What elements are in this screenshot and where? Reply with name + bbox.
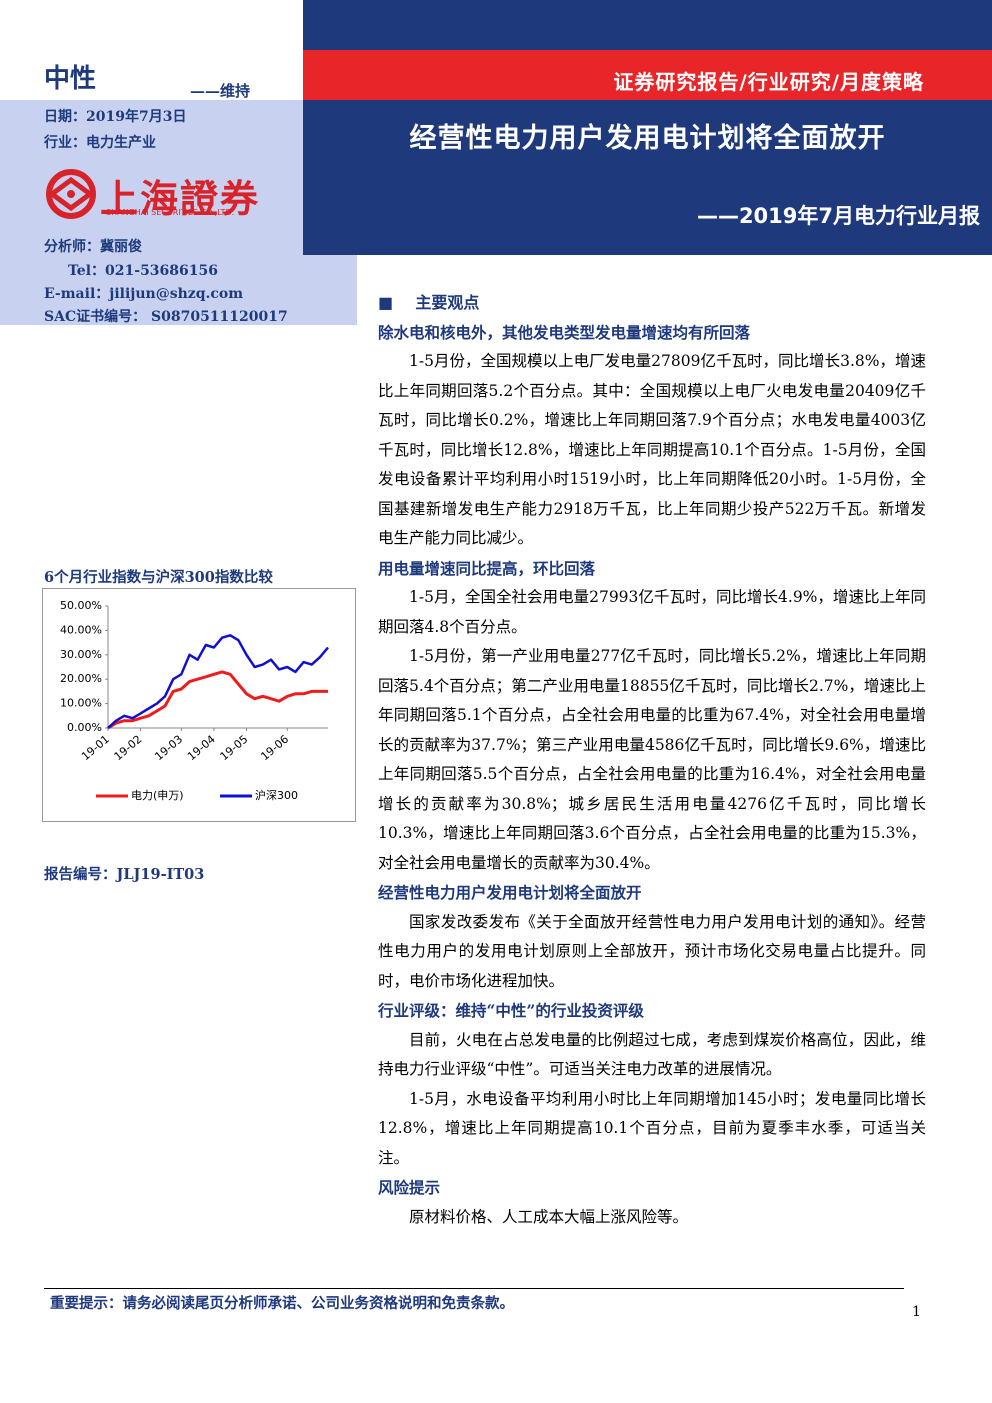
report-subtitle: ——2019年7月电力行业月报 — [696, 204, 980, 228]
info-panel — [0, 255, 357, 325]
block-heading: 经营性电力用户发用电计划将全面放开 — [378, 883, 642, 902]
date: 日期：2019年7月3日 — [44, 109, 187, 125]
info-panel — [0, 100, 303, 255]
analyst: 分析师：冀丽俊 — [44, 239, 142, 255]
footer-rule — [44, 1288, 904, 1289]
tel: Tel：021-53686156 — [68, 263, 219, 279]
y-tick-label: 50.00% — [60, 599, 102, 612]
series-line — [107, 670, 328, 730]
y-tick-label: 0.00% — [67, 721, 102, 734]
legend-label: 电力(申万) — [131, 789, 184, 802]
rating: 中性 — [44, 64, 97, 94]
industry: 行业：电力生产业 — [44, 135, 156, 151]
sac-number: SAC证书编号： S0870511120017 — [44, 309, 288, 325]
y-tick-label: 20.00% — [60, 672, 102, 685]
paragraph: 目前，火电在占总发电量的比例超过七成，考虑到煤炭价格高位，因此，维持电力行业评级… — [378, 1030, 926, 1079]
chart: 0.00%10.00%20.00%30.00%40.00%50.00%19-01… — [42, 588, 356, 822]
chart-title: 6个月行业指数与沪深300指数比较 — [44, 569, 273, 586]
logo-en: SHANGHAI SECURITIES CO.,LTD. — [106, 208, 235, 217]
logo-mark — [46, 169, 96, 219]
series-line — [107, 634, 329, 729]
page-number: 1 — [912, 1304, 921, 1320]
y-tick-label: 40.00% — [60, 623, 102, 636]
paragraph: 1-5月，全国全社会用电量27993亿千瓦时，同比增长4.9%，增速比上年同期回… — [378, 588, 926, 636]
block-heading: 行业评级：维持“中性”的行业投资评级 — [378, 1001, 644, 1020]
report-title: 经营性电力用户发用电计划将全面放开 — [409, 123, 886, 154]
title-box — [303, 100, 992, 255]
legend-label: 沪深300 — [255, 788, 298, 802]
chart-frame — [42, 588, 356, 822]
header-bar — [303, 0, 992, 50]
footer-notice: 重要提示：请务必阅读尾页分析师承诺、公司业务资格说明和免责条款。 — [50, 1295, 514, 1312]
block-heading: 除水电和核电外，其他发电类型发电量增速均有所回落 — [378, 322, 751, 342]
rating-note: ——维持 — [190, 82, 251, 100]
section-heading: ■ 主要观点 — [378, 293, 480, 312]
main-text: ■ 主要观点 除水电和核电外，其他发电类型发电量增速均有所回落 1-5月份，全国规… — [378, 288, 926, 1232]
header-red-bar — [303, 50, 992, 100]
report-number: 报告编号：JLJ19-IT03 — [44, 866, 205, 883]
email: E-mail：jilijun@shzq.com — [44, 286, 244, 302]
paragraph: 原材料价格、人工成本大幅上涨风险等。 — [409, 1207, 689, 1226]
y-tick-label: 10.00% — [60, 697, 102, 710]
paragraph: 1-5月，水电设备平均利用小时比上年同期增加145小时；发电量同比增长12.8%… — [378, 1089, 926, 1167]
y-tick-label: 30.00% — [60, 648, 102, 661]
paragraph: 1-5月份，第一产业用电量277亿千瓦时，同比增长5.2%，增速比上年同期回落5… — [378, 647, 926, 872]
section-title: 主要观点 — [415, 293, 480, 312]
block-heading: 用电量增速同比提高，环比回落 — [378, 558, 596, 578]
logo-text: 上海證券 — [100, 176, 261, 221]
paragraph: 国家发改委发布《关于全面放开经营性电力用户发用电计划的通知》。经营性电力用户的发… — [378, 912, 926, 990]
report-series: 证券研究报告/行业研究/月度策略 — [613, 70, 924, 94]
block-heading: 风险提示 — [378, 1178, 441, 1197]
paragraph: 1-5月份，全国规模以上电厂发电量27809亿千瓦时，同比增长3.8%，增速比上… — [378, 352, 926, 547]
